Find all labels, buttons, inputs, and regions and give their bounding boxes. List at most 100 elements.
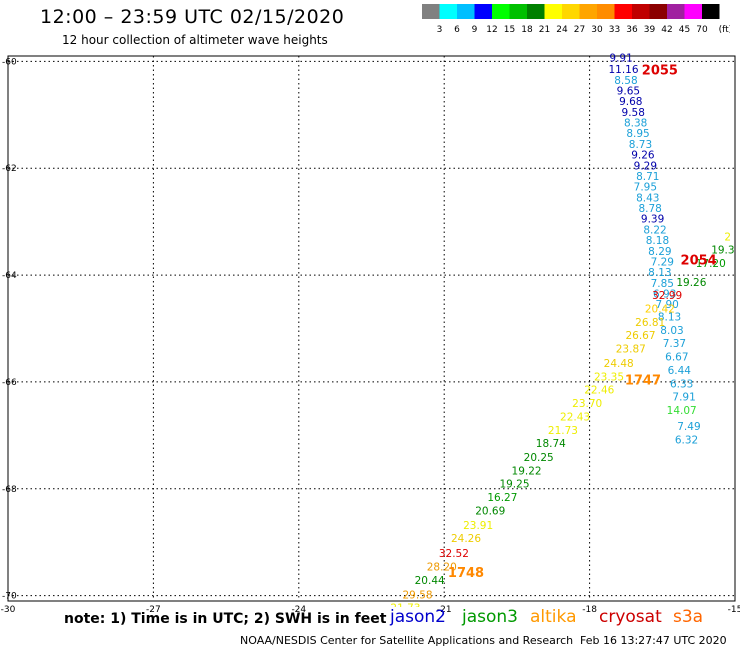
legend-tick-label: 21 — [539, 25, 550, 35]
wave-height-label: 7.85 — [651, 278, 674, 290]
wave-height-label: 8.03 — [660, 325, 683, 337]
legend-tick-label: 9 — [472, 25, 478, 35]
wave-height-label: 8.38 — [624, 118, 647, 130]
wave-height-label: 32.52 — [439, 548, 469, 560]
wave-height-label: 18.74 — [536, 438, 566, 450]
legend-swatch — [492, 4, 510, 19]
satellite-cryosat: cryosat — [599, 607, 662, 627]
footer-note: note: 1) Time is in UTC; 2) SWH is in fe… — [64, 611, 387, 627]
wave-height-label: 6.93 — [653, 289, 676, 301]
legend-tick-label: 30 — [591, 25, 603, 35]
wave-height-label: 22.46 — [584, 385, 614, 397]
legend-swatch — [474, 4, 492, 19]
wave-height-label: 23.91 — [463, 520, 493, 532]
legend-swatch — [632, 4, 650, 19]
legend-swatch — [439, 4, 457, 19]
legend-tick-label: 36 — [626, 25, 638, 35]
wave-height-label: 7.37 — [663, 338, 686, 350]
satellite-jason2: jason2 — [390, 607, 446, 627]
wave-height-label: 19.3 — [711, 245, 734, 257]
x-tick-label: -27 — [146, 605, 161, 615]
legend-swatch — [649, 4, 667, 19]
wave-height-label: 6.44 — [668, 365, 692, 377]
y-tick-label: -62 — [2, 164, 17, 174]
wave-height-label: 7.49 — [677, 421, 700, 433]
wave-height-label: 20.25 — [524, 452, 554, 464]
wave-height-label: 9.58 — [622, 107, 645, 119]
wave-height-label: 7.90 — [655, 299, 678, 311]
wave-height-label: 23.87 — [616, 344, 646, 356]
wave-height-label: 7.95 — [634, 182, 657, 194]
wave-height-label: 19.25 — [499, 479, 529, 491]
legend-unit: (ft) — [719, 25, 730, 35]
wave-height-label: 6.32 — [675, 434, 698, 446]
wave-height-label: 28.20 — [427, 562, 457, 574]
plot-frame — [7, 55, 736, 602]
wave-height-label: 20.44 — [415, 575, 445, 587]
wave-height-label: 26.67 — [625, 330, 655, 342]
legend-swatch — [579, 4, 597, 19]
wave-height-label: 8.95 — [626, 128, 649, 140]
y-tick-label: -60 — [2, 57, 17, 67]
wave-height-label: 26.81 — [635, 317, 665, 329]
footer-timestamp: Feb 16 13:27:47 UTC 2020 — [580, 634, 727, 647]
x-tick-label: -21 — [437, 605, 452, 615]
legend-tick-label: 12 — [486, 25, 497, 35]
wave-height-label: 16.27 — [487, 492, 517, 504]
legend-tick-label: 3 — [437, 25, 443, 35]
x-tick-label: -24 — [291, 605, 306, 615]
satellite-s3a: s3a — [673, 607, 704, 627]
legend-tick-label: 15 — [504, 25, 515, 35]
satellite-altika: altika — [530, 607, 577, 627]
legend-swatch — [702, 4, 720, 19]
legend-swatch — [544, 4, 562, 19]
legend-swatch — [422, 4, 440, 19]
wave-height-label: 6.67 — [665, 352, 688, 364]
wave-height-label: 2 — [724, 231, 731, 243]
wave-height-label: 8.13 — [658, 311, 681, 323]
wave-height-label: 17.20 — [696, 258, 726, 270]
y-tick-label: -68 — [2, 485, 17, 495]
wave-height-label: 8.73 — [629, 139, 652, 151]
legend-swatch — [509, 4, 527, 19]
pass-time-label: 1747 — [625, 374, 661, 389]
wave-height-label: 20.42 — [645, 303, 675, 315]
wave-height-label: 9.91 — [609, 52, 632, 64]
wave-height-label: 14.07 — [667, 405, 697, 417]
y-tick-label: -70 — [2, 592, 17, 602]
wave-height-label: 6.33 — [670, 378, 693, 390]
wave-height-label: 22.43 — [560, 411, 590, 423]
wave-height-label: 9.26 — [631, 150, 655, 162]
wave-height-label: 9.39 — [641, 214, 664, 226]
wave-height-label: 24.26 — [451, 533, 481, 545]
pass-time-label: 1748 — [448, 566, 484, 581]
legend-swatch — [527, 4, 545, 19]
x-tick-label: -15 — [728, 605, 740, 615]
legend-tick-label: 6 — [454, 25, 460, 35]
wave-height-label: 21.73 — [548, 425, 578, 437]
wave-height-label: 7.29 — [651, 256, 674, 268]
wave-height-label: 9.29 — [634, 160, 657, 172]
legend-swatch — [667, 4, 685, 19]
wave-height-label: 8.29 — [648, 246, 671, 258]
wave-height-label: 23.35 — [594, 371, 624, 383]
pass-time-label: 2055 — [642, 64, 678, 79]
wave-height-label: 23.70 — [572, 398, 602, 410]
wave-height-label: 8.58 — [614, 75, 637, 87]
pass-time-label: 2054 — [681, 253, 717, 268]
wave-height-label: 9.68 — [619, 96, 642, 108]
wave-height-label: 21.73 — [390, 603, 420, 615]
wave-height-label: 29.58 — [403, 589, 433, 601]
page-title: 12:00 – 23:59 UTC 02/15/2020 — [40, 6, 345, 28]
wave-height-label: 32.99 — [652, 290, 682, 302]
wave-height-label: 20.69 — [475, 505, 505, 517]
legend-tick-label: 24 — [556, 25, 568, 35]
wave-height-label: 8.43 — [636, 192, 659, 204]
wave-height-label: 8.71 — [636, 171, 659, 183]
y-tick-label: -66 — [2, 378, 17, 388]
legend-swatch — [457, 4, 475, 19]
y-tick-label: -64 — [2, 271, 17, 281]
legend-swatch — [684, 4, 702, 19]
